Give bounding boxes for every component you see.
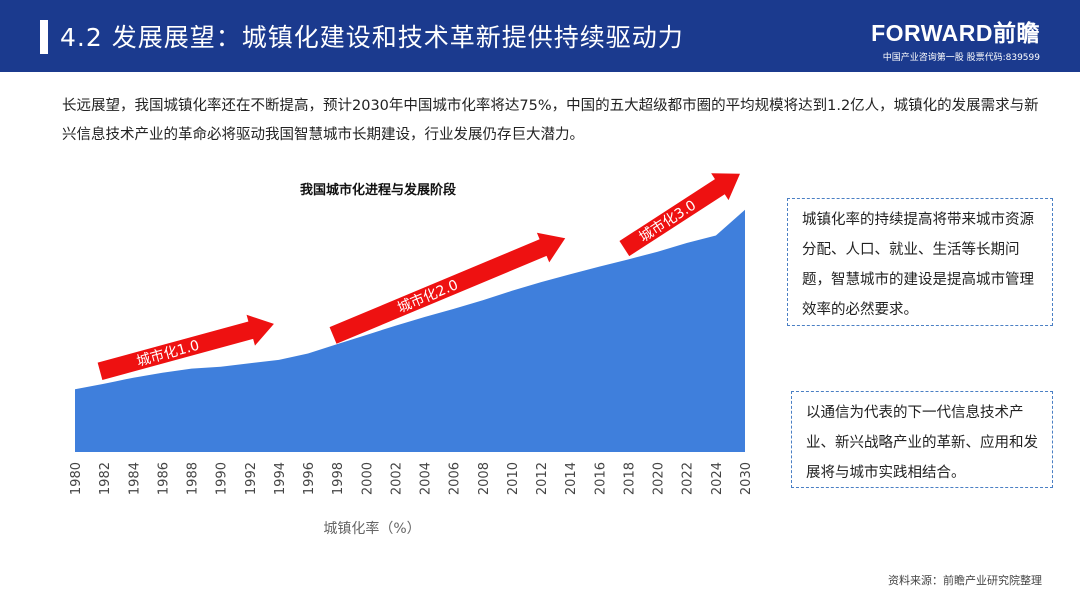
x-tick-label: 2006	[448, 462, 463, 495]
note-box-2: 以通信为代表的下一代信息技术产业、新兴战略产业的革新、应用和发展将与城市实践相结…	[791, 391, 1053, 488]
x-tick-label: 2022	[681, 462, 696, 495]
logo-brand: FORWARD前瞻	[871, 20, 1040, 46]
urbanization-area	[75, 209, 745, 452]
forward-logo: FORWARD前瞻 中国产业咨询第一股 股票代码:839599	[871, 14, 1040, 63]
x-tick-label: 1996	[302, 462, 317, 495]
note-text-2: 以通信为代表的下一代信息技术产业、新兴战略产业的革新、应用和发展将与城市实践相结…	[806, 405, 1038, 481]
x-tick-label: 1990	[215, 462, 230, 495]
x-tick-label: 1998	[331, 462, 346, 495]
x-tick-label: 2016	[593, 462, 608, 495]
title-accent-bar	[40, 20, 48, 54]
x-tick-label: 1982	[98, 462, 113, 495]
header-bar: 4.2 发展展望：城镇化建设和技术革新提供持续驱动力 FORWARD前瞻 中国产…	[0, 0, 1080, 72]
note-text-1: 城镇化率的持续提高将带来城市资源分配、人口、就业、生活等长期问题，智慧城市的建设…	[802, 212, 1034, 318]
stage-arrow-label: 城市化3.0	[636, 197, 699, 246]
note-box-1: 城镇化率的持续提高将带来城市资源分配、人口、就业、生活等长期问题，智慧城市的建设…	[787, 198, 1053, 326]
x-tick-label: 1994	[273, 462, 288, 495]
intro-paragraph: 长远展望，我国城镇化率还在不断提高，预计2030年中国城市化率将达75%，中国的…	[62, 98, 1039, 143]
x-tick-label: 2002	[389, 462, 404, 495]
x-tick-label: 1988	[186, 462, 201, 495]
chart-title: 我国城市化进程与发展阶段	[300, 183, 457, 198]
x-tick-label: 2024	[710, 462, 725, 495]
x-tick-label: 1984	[127, 462, 142, 495]
x-tick-label: 2010	[506, 462, 521, 495]
x-tick-label: 1986	[156, 462, 171, 495]
x-tick-label: 2008	[477, 462, 492, 495]
stage-arrow-label: 城市化1.0	[135, 337, 201, 370]
x-tick-label: 2020	[652, 462, 667, 495]
x-tick-label: 2004	[419, 462, 434, 495]
source-note: 资料来源：前瞻产业研究院整理	[888, 574, 1042, 587]
page-title: 4.2 发展展望：城镇化建设和技术革新提供持续驱动力	[60, 23, 684, 52]
x-tick-label: 1992	[244, 462, 259, 495]
x-tick-label: 1980	[69, 462, 84, 495]
x-tick-label: 2014	[564, 462, 579, 495]
x-tick-label: 2030	[739, 462, 754, 495]
x-axis-label: 城镇化率（%）	[323, 520, 420, 537]
x-tick-label: 2000	[360, 462, 375, 495]
x-tick-label: 2012	[535, 462, 550, 495]
logo-subtitle: 中国产业咨询第一股 股票代码:839599	[882, 53, 1040, 63]
x-tick-label: 2018	[622, 462, 637, 495]
